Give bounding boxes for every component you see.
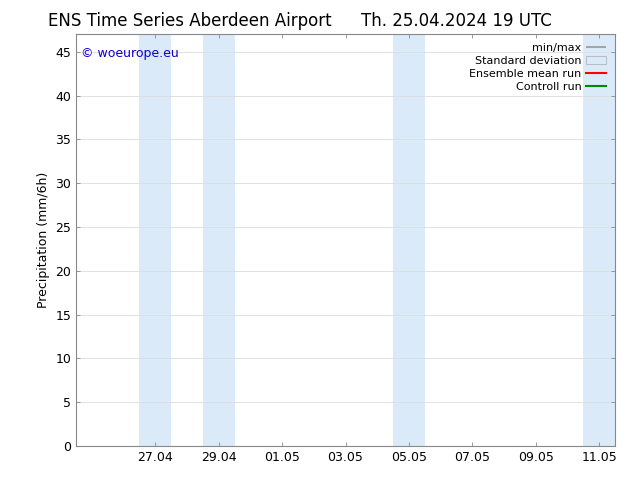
Legend: min/max, Standard deviation, Ensemble mean run, Controll run: min/max, Standard deviation, Ensemble me… — [466, 40, 609, 95]
Bar — [583, 34, 615, 446]
Bar — [203, 34, 235, 446]
Bar — [139, 34, 171, 446]
Text: Th. 25.04.2024 19 UTC: Th. 25.04.2024 19 UTC — [361, 12, 552, 30]
Text: ENS Time Series Aberdeen Airport: ENS Time Series Aberdeen Airport — [48, 12, 332, 30]
Text: © woeurope.eu: © woeurope.eu — [81, 47, 179, 60]
Bar — [393, 34, 425, 446]
Y-axis label: Precipitation (mm/6h): Precipitation (mm/6h) — [37, 172, 50, 308]
